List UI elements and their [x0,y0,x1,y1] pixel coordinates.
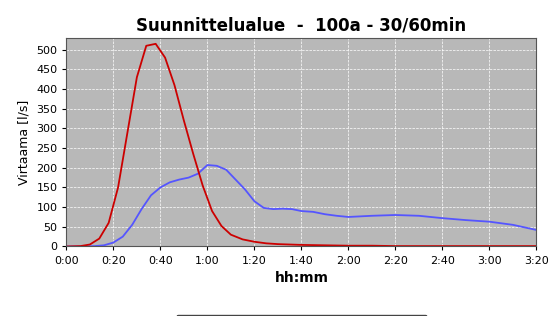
Y-axis label: Virtaama [l/s]: Virtaama [l/s] [18,100,30,185]
Tuleva tilanne [263,241,269,245]
Tuleva tilanne [180,119,187,123]
Tuleva tilanne [63,245,70,248]
Nykytilanne [223,168,229,172]
Nykytilanne [333,214,340,218]
Nykytilanne [166,180,173,184]
Nykytilanne [439,216,446,220]
Line: Tuleva tilanne: Tuleva tilanne [66,44,536,246]
Legend: Nykytilanne, Tuleva tilanne: Nykytilanne, Tuleva tilanne [176,315,427,316]
Nykytilanne [91,244,98,248]
Nykytilanne [101,243,107,247]
Nykytilanne [345,215,352,219]
X-axis label: hh:mm: hh:mm [274,271,328,285]
Nykytilanne [392,213,399,217]
Tuleva tilanne [134,76,140,79]
Tuleva tilanne [239,238,246,241]
Nykytilanne [260,206,267,210]
Nykytilanne [110,241,117,245]
Tuleva tilanne [190,152,197,156]
Tuleva tilanne [77,244,84,248]
Nykytilanne [138,207,145,211]
Title: Suunnittelualue  -  100a - 30/60min: Suunnittelualue - 100a - 30/60min [137,17,466,35]
Tuleva tilanne [124,131,131,134]
Nykytilanne [242,187,248,191]
Nykytilanne [251,199,258,203]
Tuleva tilanne [115,185,122,189]
Tuleva tilanne [200,184,206,187]
Tuleva tilanne [143,44,149,48]
Line: Nykytilanne: Nykytilanne [66,165,536,246]
Nykytilanne [416,214,422,218]
Nykytilanne [185,176,192,179]
Nykytilanne [119,235,126,239]
Tuleva tilanne [105,221,112,225]
Tuleva tilanne [228,233,234,237]
Tuleva tilanne [286,243,293,246]
Tuleva tilanne [274,242,281,246]
Nykytilanne [204,163,211,167]
Nykytilanne [298,209,305,213]
Tuleva tilanne [416,244,422,248]
Tuleva tilanne [86,243,93,246]
Nykytilanne [270,207,276,211]
Nykytilanne [368,214,375,218]
Nykytilanne [195,172,201,176]
Tuleva tilanne [208,209,215,213]
Nykytilanne [510,223,517,227]
Nykytilanne [279,207,286,210]
Nykytilanne [129,223,135,227]
Nykytilanne [486,220,493,224]
Nykytilanne [289,207,295,211]
Nykytilanne [148,193,154,197]
Nykytilanne [213,164,220,168]
Nykytilanne [310,210,316,214]
Tuleva tilanne [171,83,178,87]
Tuleva tilanne [533,244,540,248]
Tuleva tilanne [439,244,446,248]
Tuleva tilanne [486,244,493,248]
Nykytilanne [462,218,469,222]
Tuleva tilanne [298,243,305,247]
Nykytilanne [157,185,164,189]
Nykytilanne [321,212,328,216]
Nykytilanne [232,178,239,181]
Nykytilanne [176,178,182,181]
Nykytilanne [63,245,70,248]
Tuleva tilanne [96,237,103,240]
Nykytilanne [533,228,540,232]
Tuleva tilanne [152,42,159,46]
Tuleva tilanne [345,244,352,248]
Tuleva tilanne [321,243,328,247]
Nykytilanne [82,245,88,248]
Tuleva tilanne [368,244,375,248]
Tuleva tilanne [161,56,168,59]
Tuleva tilanne [251,240,258,244]
Tuleva tilanne [510,244,517,248]
Tuleva tilanne [218,224,225,228]
Tuleva tilanne [392,244,399,248]
Tuleva tilanne [462,244,469,248]
